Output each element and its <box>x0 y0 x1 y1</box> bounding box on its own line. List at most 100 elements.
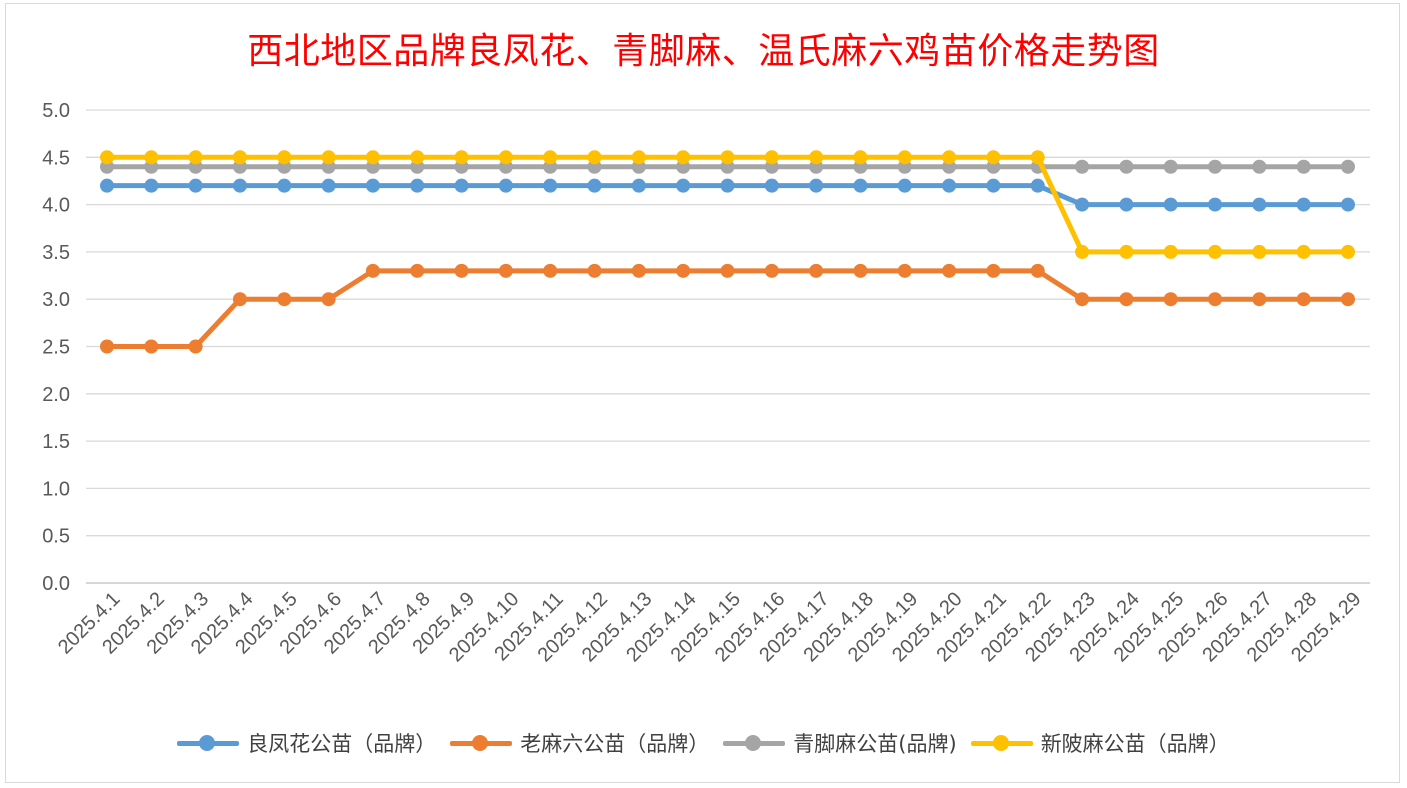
data-point <box>1208 244 1223 259</box>
y-tick-label: 4.5 <box>42 147 70 169</box>
series-line <box>104 268 1351 349</box>
data-point <box>809 150 824 165</box>
y-tick-label: 2.5 <box>42 337 70 359</box>
data-point <box>543 263 558 278</box>
data-point <box>410 150 425 165</box>
y-axis-ticks: 0.0 0.5 1.0 1.5 2.0 2.5 3.0 3.5 4.0 4.5 5.0 <box>42 100 70 595</box>
y-tick-label: 3.0 <box>42 289 70 311</box>
data-point <box>1296 292 1311 307</box>
data-point <box>1252 292 1267 307</box>
legend-label: 新陂麻公苗（品牌） <box>1040 732 1230 756</box>
data-point <box>321 178 336 193</box>
legend-item: 良凤花公苗（品牌） <box>177 728 436 758</box>
data-point <box>720 263 735 278</box>
data-point <box>144 178 159 193</box>
data-point <box>631 263 646 278</box>
data-point <box>676 178 691 193</box>
data-point <box>277 150 292 165</box>
legend-label: 青脚麻公苗(品牌) <box>793 732 957 756</box>
data-point <box>809 178 824 193</box>
legend-swatch <box>723 733 786 753</box>
data-point <box>764 150 779 165</box>
data-point <box>1119 159 1134 174</box>
data-point <box>100 178 114 193</box>
data-point <box>942 178 957 193</box>
data-point <box>1030 263 1045 278</box>
series-1 <box>100 178 1355 212</box>
data-point <box>410 178 425 193</box>
data-point <box>897 263 912 278</box>
y-tick-label: 0.0 <box>42 573 70 595</box>
legend-marker <box>472 735 489 751</box>
data-point <box>321 150 336 165</box>
legend-item: 新陂麻公苗（品牌） <box>970 728 1230 758</box>
data-point <box>1163 292 1178 307</box>
data-point <box>1341 292 1355 307</box>
data-point <box>1208 197 1223 212</box>
data-point <box>232 178 247 193</box>
data-point <box>587 150 602 165</box>
data-point <box>676 150 691 165</box>
legend-marker <box>745 735 762 751</box>
data-point <box>897 150 912 165</box>
data-point <box>454 178 469 193</box>
y-tick-label: 5.0 <box>42 100 70 122</box>
series-2 <box>100 263 1355 354</box>
y-tick-label: 1.5 <box>42 431 70 453</box>
data-point <box>232 292 247 307</box>
y-tick-label: 3.5 <box>42 242 70 264</box>
data-point <box>676 263 691 278</box>
data-point <box>1119 292 1134 307</box>
data-point <box>942 150 957 165</box>
data-point <box>1030 178 1045 193</box>
data-point <box>1163 159 1178 174</box>
data-point <box>188 339 203 354</box>
y-tick-label: 2.0 <box>42 384 70 406</box>
series-lines <box>100 150 1355 354</box>
data-point <box>144 339 159 354</box>
data-point <box>498 178 513 193</box>
y-tick-label: 4.0 <box>42 195 70 217</box>
data-point <box>720 150 735 165</box>
data-point <box>764 263 779 278</box>
data-point <box>543 150 558 165</box>
data-point <box>853 263 868 278</box>
data-point <box>1252 159 1267 174</box>
legend-item: 老麻六公苗（品牌） <box>450 728 709 758</box>
x-axis-ticks: 2025.4.12025.4.22025.4.32025.4.42025.4.5… <box>54 588 1366 666</box>
data-point <box>1075 197 1090 212</box>
data-point <box>498 263 513 278</box>
data-point <box>1075 244 1090 259</box>
data-point <box>631 150 646 165</box>
data-point <box>100 339 114 354</box>
data-point <box>454 150 469 165</box>
data-point <box>587 178 602 193</box>
data-point <box>1296 159 1311 174</box>
data-point <box>1341 244 1355 259</box>
data-point <box>1075 292 1090 307</box>
data-point <box>853 150 868 165</box>
data-point <box>986 263 1001 278</box>
data-point <box>1208 292 1223 307</box>
data-point <box>1341 197 1355 212</box>
data-point <box>1208 159 1223 174</box>
legend-swatch <box>177 733 240 753</box>
y-tick-label: 0.5 <box>42 526 70 548</box>
legend-swatch <box>970 733 1033 753</box>
data-point <box>365 178 380 193</box>
data-point <box>631 178 646 193</box>
data-point <box>986 150 1001 165</box>
data-point <box>1252 244 1267 259</box>
data-point <box>498 150 513 165</box>
data-point <box>1119 197 1134 212</box>
data-point <box>144 150 159 165</box>
data-point <box>942 263 957 278</box>
data-point <box>1119 244 1134 259</box>
data-point <box>365 150 380 165</box>
legend-marker <box>992 735 1009 751</box>
data-point <box>410 263 425 278</box>
data-point <box>897 178 912 193</box>
data-point <box>232 150 247 165</box>
data-point <box>365 263 380 278</box>
